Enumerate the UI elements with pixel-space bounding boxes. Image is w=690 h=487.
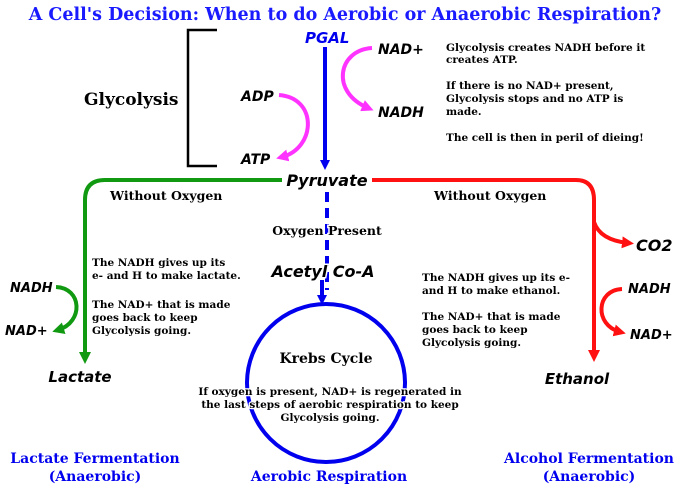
oxygen-present-label: Oxygen Present	[272, 223, 382, 238]
lactate-note-line: Glycolysis going.	[92, 325, 191, 337]
krebs-cycle-label: Krebs Cycle	[279, 351, 372, 367]
ethanol-nadh-to-nad-arrow	[599, 287, 626, 337]
glycolysis-note-line: If there is no NAD+ present,	[446, 80, 614, 92]
pyruvate-label: Pyruvate	[286, 171, 367, 190]
lactate-fermentation-title: Lactate Fermentation	[10, 451, 179, 467]
adp-to-atp-arrow	[276, 93, 310, 162]
glycolysis-label: Glycolysis	[84, 90, 178, 110]
glycolysis-nadh: NADH	[378, 105, 424, 121]
lactate-notes: The NADH gives up its e- and H to make l…	[92, 257, 241, 337]
lactate-label: Lactate	[48, 368, 111, 386]
ethanol-notes: The NADH gives up its e- and H to make e…	[422, 272, 570, 349]
krebs-cycle-circle	[245, 302, 407, 464]
glycolysis-note-line: creates ATP.	[446, 54, 518, 66]
diagram-title: A Cell's Decision: When to do Aerobic or…	[28, 5, 661, 25]
left-without-oxygen-arrow	[79, 178, 282, 364]
ethanol-note-line: The NAD+ that is made	[422, 311, 561, 323]
ethanol-note-line: Glycolysis going.	[422, 337, 521, 349]
ethanol-note-line: and H to make ethanol.	[422, 285, 560, 297]
ethanol-nadh-label: NADH	[628, 282, 671, 297]
adp-label: ADP	[240, 89, 274, 105]
atp-label: ATP	[240, 152, 271, 168]
nad-to-nadh-arrow	[340, 46, 374, 112]
ethanol-note-line: goes back to keep	[422, 324, 528, 336]
glycolysis-nad-plus: NAD+	[378, 42, 424, 58]
krebs-note-line: the last steps of aerobic respiration to…	[201, 399, 458, 411]
lactate-fermentation-subtitle: (Anaerobic)	[49, 469, 142, 485]
lactate-note-line: The NAD+ that is made	[92, 299, 231, 311]
co2-arrow	[592, 221, 634, 249]
ethanol-note-line: The NADH gives up its e-	[422, 272, 570, 284]
glycolysis-note-line: Glycolysis stops and no ATP is	[446, 93, 623, 105]
glycolysis-bracket	[186, 28, 217, 168]
krebs-note-line: If oxygen is present, NAD+ is regenerate…	[198, 386, 462, 398]
lactate-note-line: goes back to keep	[92, 312, 198, 324]
right-without-oxygen-arrow	[372, 178, 600, 362]
alcohol-fermentation-subtitle: (Anaerobic)	[543, 469, 636, 485]
glycolysis-note-line: made.	[446, 106, 482, 118]
krebs-note: If oxygen is present, NAD+ is regenerate…	[197, 385, 463, 426]
acetyl-coa-label: Acetyl Co-A	[269, 262, 374, 281]
lactate-note-line: The NADH gives up its	[92, 257, 225, 269]
krebs-note-line: Glycolysis going.	[281, 412, 380, 424]
aerobic-respiration-title: Aerobic Respiration	[250, 469, 407, 485]
left-without-oxygen-label: Without Oxygen	[109, 188, 222, 203]
alcohol-fermentation-title: Alcohol Fermentation	[503, 451, 674, 467]
pgal-label: PGAL	[305, 29, 349, 47]
glycolysis-note-line: Glycolysis creates NADH before it	[446, 42, 645, 54]
right-without-oxygen-label: Without Oxygen	[433, 188, 546, 203]
ethanol-nad-plus-label: NAD+	[630, 328, 673, 343]
glycolysis-notes: Glycolysis creates NADH before it create…	[446, 42, 645, 144]
lactate-note-line: e- and H to make lactate.	[92, 270, 241, 282]
lactate-nad-plus-label: NAD+	[5, 324, 48, 339]
co2-label: CO2	[636, 236, 672, 255]
glycolysis-note-line: The cell is then in peril of dieing!	[446, 132, 644, 144]
lactate-nadh-label: NADH	[10, 281, 53, 296]
lactate-nadh-to-nad-arrow	[52, 285, 79, 334]
ethanol-label: Ethanol	[545, 370, 610, 388]
